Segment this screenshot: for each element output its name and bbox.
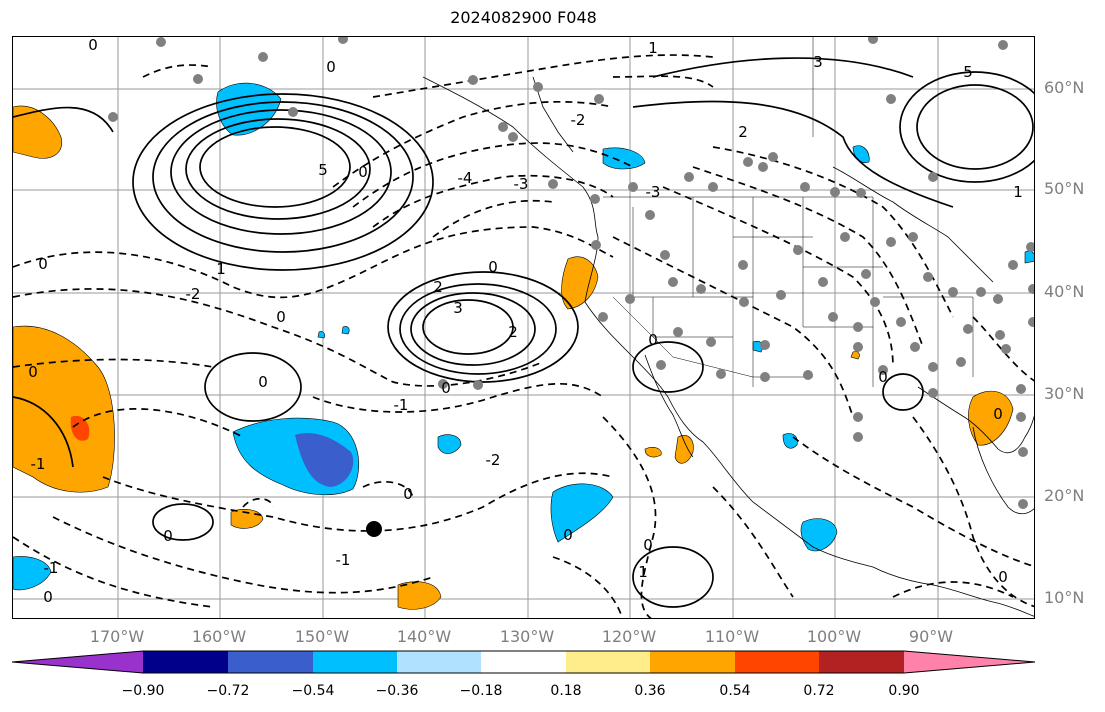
- longitude-label: 170°W: [89, 627, 145, 646]
- svg-text:0: 0: [326, 58, 336, 76]
- strong-positive-areas: [70, 415, 90, 441]
- svg-text:5: 5: [963, 63, 973, 81]
- svg-text:0: 0: [43, 588, 53, 606]
- colorbar: [12, 650, 1036, 674]
- svg-text:3: 3: [453, 299, 463, 317]
- map-canvas: 0 0 1 3 5 2 -2 -4 -3 -3 5 0 1 -2 0 0 0 2…: [13, 37, 1034, 618]
- colorbar-tick: −0.54: [291, 683, 335, 699]
- map-title: 2024082900 F048: [450, 8, 597, 27]
- longitude-label: 120°W: [601, 627, 657, 646]
- longitude-label: 90°W: [908, 627, 954, 646]
- longitude-label: 160°W: [191, 627, 247, 646]
- colorbar-tick: 0.36: [634, 683, 666, 699]
- svg-text:-2: -2: [486, 451, 501, 469]
- svg-text:-1: -1: [31, 455, 46, 473]
- longitude-label: 140°W: [396, 627, 452, 646]
- colorbar-segment: [143, 651, 228, 673]
- contour-labels: 0 0 1 3 5 2 -2 -4 -3 -3 5 0 1 -2 0 0 0 2…: [28, 37, 1023, 606]
- longitude-label: 130°W: [499, 627, 555, 646]
- colorbar-segment: [566, 651, 650, 673]
- svg-text:0: 0: [88, 37, 98, 54]
- svg-text:-3: -3: [646, 183, 661, 201]
- longitude-label: 150°W: [294, 627, 350, 646]
- strong-negative-areas: [295, 432, 354, 487]
- latitude-label: 30°N: [1044, 384, 1085, 403]
- colorbar-tick: −0.18: [459, 683, 503, 699]
- svg-text:-4: -4: [458, 169, 473, 187]
- svg-text:5: 5: [318, 161, 328, 179]
- longitude-label: 110°W: [704, 627, 760, 646]
- station-dots: [108, 37, 1034, 509]
- colorbar-tick: −0.90: [121, 683, 165, 699]
- latitude-label: 50°N: [1044, 179, 1085, 198]
- colorbar-segment: [397, 651, 481, 673]
- svg-text:2: 2: [433, 278, 443, 296]
- longitude-label: 100°W: [806, 627, 862, 646]
- svg-text:0: 0: [28, 363, 38, 381]
- latitude-label: 20°N: [1044, 486, 1085, 505]
- svg-text:0: 0: [258, 373, 268, 391]
- svg-text:0: 0: [163, 527, 173, 545]
- colorbar-tick: −0.72: [206, 683, 250, 699]
- colorbar-tick: 0.18: [550, 683, 582, 699]
- svg-text:1: 1: [648, 39, 658, 57]
- svg-text:3: 3: [813, 53, 823, 71]
- tropical-cyclone-marker: [366, 521, 382, 537]
- colorbar-segment: [819, 651, 904, 673]
- svg-text:-2: -2: [571, 111, 586, 129]
- svg-text:2: 2: [738, 123, 748, 141]
- colorbar-tick: 0.90: [888, 683, 920, 699]
- svg-text:-3: -3: [514, 175, 529, 193]
- svg-text:-1: -1: [44, 559, 59, 577]
- map-panel[interactable]: 0 0 1 3 5 2 -2 -4 -3 -3 5 0 1 -2 0 0 0 2…: [12, 36, 1035, 619]
- svg-text:-2: -2: [186, 285, 201, 303]
- latitude-label: 40°N: [1044, 282, 1085, 301]
- svg-text:0: 0: [403, 485, 413, 503]
- negative-anomaly-areas: [13, 82, 1034, 591]
- colorbar-tick: 0.72: [803, 683, 835, 699]
- colorbar-segment: [228, 651, 313, 673]
- svg-text:1: 1: [638, 563, 648, 581]
- svg-text:-1: -1: [336, 551, 351, 569]
- colorbar-segment: [313, 651, 397, 673]
- svg-text:0: 0: [998, 568, 1008, 586]
- svg-text:0: 0: [878, 368, 888, 386]
- gridlines: [13, 37, 1034, 618]
- colorbar-segment: [904, 651, 1035, 673]
- state-borders: [603, 37, 974, 387]
- colorbar-segments: [12, 650, 1036, 674]
- latitude-label: 60°N: [1044, 78, 1085, 97]
- colorbar-segment: [735, 651, 819, 673]
- colorbar-segment: [481, 651, 566, 673]
- colorbar-tick: 0.54: [719, 683, 751, 699]
- svg-text:0: 0: [358, 163, 368, 181]
- svg-text:-1: -1: [394, 396, 409, 414]
- negative-contours: [13, 54, 1034, 618]
- colorbar-segment: [12, 651, 143, 673]
- latitude-label: 10°N: [1044, 588, 1085, 607]
- colorbar-outline: [12, 650, 1036, 674]
- svg-text:0: 0: [441, 379, 451, 397]
- svg-text:0: 0: [648, 331, 658, 349]
- svg-text:2: 2: [508, 323, 518, 341]
- svg-text:0: 0: [38, 255, 48, 273]
- positive-contours: [13, 57, 1034, 608]
- colorbar-tick: −0.36: [375, 683, 419, 699]
- svg-text:1: 1: [216, 260, 226, 278]
- svg-text:0: 0: [643, 536, 653, 554]
- svg-text:0: 0: [276, 308, 286, 326]
- colorbar-segment: [650, 651, 735, 673]
- svg-text:0: 0: [563, 526, 573, 544]
- coastlines: [422, 76, 1034, 617]
- svg-text:1: 1: [1013, 183, 1023, 201]
- svg-text:0: 0: [993, 405, 1003, 423]
- svg-text:0: 0: [488, 258, 498, 276]
